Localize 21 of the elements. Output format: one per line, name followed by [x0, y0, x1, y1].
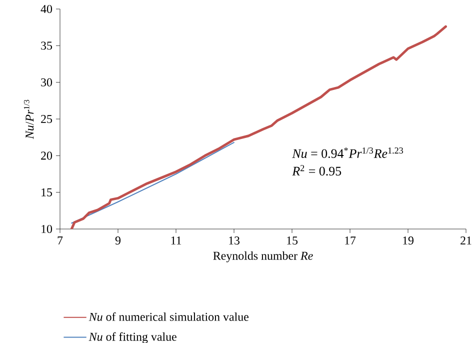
legend-label: Nu of numerical simulation value	[88, 312, 248, 321]
x-tick-label: 7	[58, 236, 63, 244]
y-tick-label: 15	[42, 188, 52, 196]
x-tick-label: 19	[403, 236, 414, 245]
y-tick-label: 35	[41, 42, 52, 50]
x-tick-label: 15	[287, 236, 298, 245]
y-tick-label: 20	[41, 152, 52, 160]
y-tick-label: 10	[42, 224, 52, 234]
x-tick-label: 11	[171, 236, 182, 244]
x-axis-title: Reynolds number Re	[213, 251, 313, 262]
annotation: Nu = 0.94$^{*}$Pr$^{1/3}$Re$^{1.23}$	[292, 147, 404, 158]
x-tick-label: 9	[115, 236, 120, 245]
legend-label: Nu of fitting value	[88, 332, 176, 343]
x-tick-label: 21	[460, 236, 472, 244]
line-series	[71, 142, 235, 224]
x-tick-label: 13	[229, 236, 240, 245]
annotation: R$^{2}$ = 0.95	[292, 165, 342, 176]
y-tick-label: 25	[41, 114, 52, 124]
x-tick-label: 17	[345, 236, 356, 244]
y-tick-label: 40	[40, 4, 52, 14]
y-tick-label: 30	[41, 78, 52, 86]
